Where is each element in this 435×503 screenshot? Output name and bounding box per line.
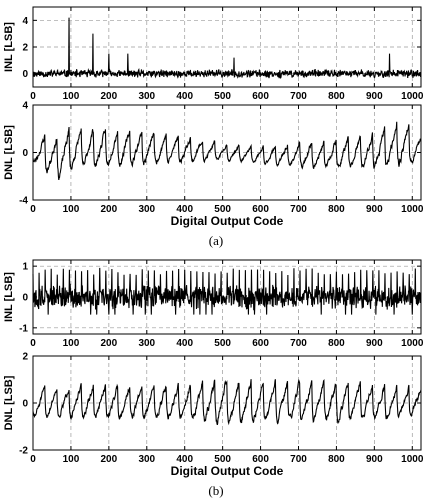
y-tick-label: 2 <box>22 352 28 363</box>
subfigure-caption: (a) <box>209 233 223 248</box>
x-tick-label: 700 <box>290 204 307 215</box>
x-tick-label: 100 <box>63 204 80 215</box>
x-tick-label: 900 <box>366 204 383 215</box>
x-tick-label: 200 <box>101 454 118 465</box>
x-tick-label: 700 <box>290 454 307 465</box>
x-tick-label: 600 <box>252 454 269 465</box>
x-tick-label: 800 <box>328 204 345 215</box>
y-tick-label: 4 <box>22 101 28 112</box>
x-tick-label: 900 <box>366 338 383 349</box>
x-tick-label: 700 <box>290 338 307 349</box>
x-tick-label: 0 <box>30 454 36 465</box>
x-tick-label: 600 <box>252 204 269 215</box>
y-axis-label: DNL [LSB] <box>3 375 15 430</box>
y-axis-label: INL [LSB] <box>3 272 15 322</box>
y-axis-label: DNL [LSB] <box>3 125 15 180</box>
series-line <box>32 378 422 426</box>
y-tick-label: 2 <box>22 43 28 54</box>
x-axis-label: Digital Output Code <box>171 464 284 478</box>
x-tick-label: 900 <box>366 454 383 465</box>
series-line <box>32 121 422 181</box>
x-tick-label: 1000 <box>401 338 424 349</box>
y-tick-label: 0 <box>22 69 28 80</box>
x-tick-label: 300 <box>138 338 155 349</box>
x-tick-label: 0 <box>30 338 36 349</box>
x-tick-label: 800 <box>328 454 345 465</box>
x-tick-label: 600 <box>252 91 269 102</box>
series-line <box>32 267 422 315</box>
x-tick-label: 500 <box>214 454 231 465</box>
x-tick-label: 800 <box>328 91 345 102</box>
x-tick-label: 0 <box>30 204 36 215</box>
x-tick-label: 600 <box>252 338 269 349</box>
y-axis-label: INL [LSB] <box>3 22 15 72</box>
x-tick-label: 400 <box>176 338 193 349</box>
x-tick-label: 500 <box>214 338 231 349</box>
x-tick-label: 100 <box>63 454 80 465</box>
x-tick-label: 0 <box>30 91 36 102</box>
x-tick-label: 200 <box>101 204 118 215</box>
x-tick-label: 300 <box>138 91 155 102</box>
x-tick-label: 300 <box>138 204 155 215</box>
subfigure-caption: (b) <box>208 483 223 498</box>
x-tick-label: 400 <box>176 91 193 102</box>
x-tick-label: 500 <box>214 204 231 215</box>
y-tick-label: 0 <box>22 148 28 159</box>
y-tick-label: 0 <box>22 293 28 304</box>
y-tick-label: -4 <box>19 196 28 207</box>
x-tick-label: 800 <box>328 338 345 349</box>
x-tick-label: 500 <box>214 91 231 102</box>
series-line <box>32 17 422 79</box>
x-tick-label: 700 <box>290 91 307 102</box>
x-tick-label: 300 <box>138 454 155 465</box>
x-tick-label: 200 <box>101 91 118 102</box>
x-tick-label: 100 <box>63 338 80 349</box>
x-tick-label: 200 <box>101 338 118 349</box>
x-tick-label: 1000 <box>401 454 424 465</box>
y-tick-label: 4 <box>22 16 28 27</box>
x-axis-label: Digital Output Code <box>171 214 284 228</box>
x-tick-label: 400 <box>176 204 193 215</box>
x-tick-label: 1000 <box>401 204 424 215</box>
y-tick-label: 0 <box>22 399 28 410</box>
y-tick-label: -1 <box>19 323 28 334</box>
x-tick-label: 1000 <box>401 91 424 102</box>
x-tick-label: 400 <box>176 454 193 465</box>
y-tick-label: 1 <box>22 262 28 273</box>
x-tick-label: 900 <box>366 91 383 102</box>
x-tick-label: 100 <box>63 91 80 102</box>
y-tick-label: -2 <box>19 446 28 457</box>
